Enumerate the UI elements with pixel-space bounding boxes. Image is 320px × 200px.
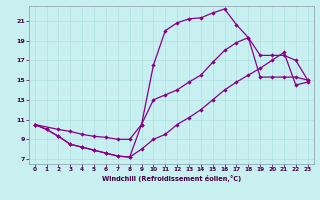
X-axis label: Windchill (Refroidissement éolien,°C): Windchill (Refroidissement éolien,°C) <box>101 175 241 182</box>
